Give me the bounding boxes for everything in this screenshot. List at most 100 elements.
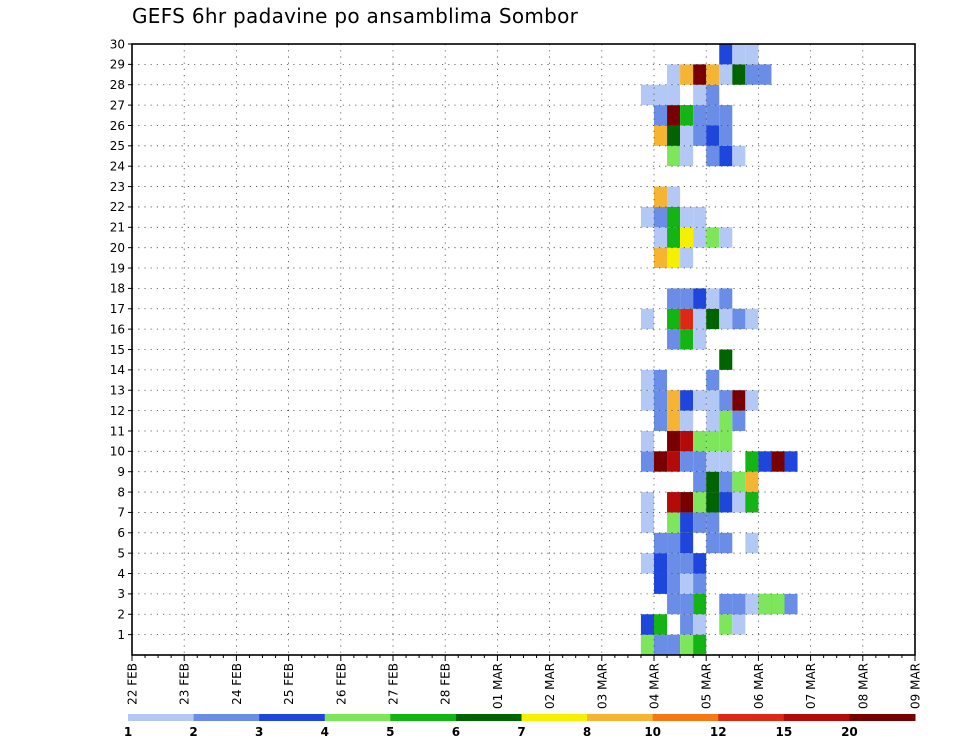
colorbar-label: 12 [710,725,727,739]
heatmap-cell [667,308,681,330]
heatmap-cell [640,451,654,472]
heatmap-cell [719,410,733,431]
heatmap-cell [706,390,720,411]
heatmap-cell [706,64,720,85]
heatmap-cell [654,84,668,106]
colorbar-swatch [128,714,195,721]
heatmap-cell [667,206,681,228]
heatmap-cell [680,288,694,309]
x-tick-label: 24 FEB [230,663,244,705]
y-tick-label: 2 [117,608,125,622]
heatmap-cell [667,247,681,269]
x-tick-label: 05 MAR [700,663,714,709]
y-tick-label: 18 [110,282,125,296]
heatmap-cell [719,288,733,309]
heatmap-cell [654,451,668,472]
colorbar-swatch [652,714,719,721]
x-tick-label: 28 FEB [439,663,453,705]
heatmap-cell [654,105,668,126]
heatmap-cell [640,634,654,655]
heatmap-cell [693,553,707,574]
heatmap-cell [719,145,733,167]
heatmap-cell [640,390,654,411]
heatmap-cell [654,227,668,248]
heatmap-cell [654,634,668,655]
y-tick-label: 17 [110,302,125,316]
grid-layer [132,43,915,655]
heatmap-cell [745,390,759,411]
y-tick-label: 25 [110,139,125,153]
heatmap-cell [771,451,785,472]
x-tick-label: 07 MAR [804,663,818,709]
heatmap-cell [745,308,759,330]
heatmap-cell [719,64,733,85]
heatmap-cell [706,532,720,554]
heatmap-cell [667,186,681,207]
x-tick-label: 26 FEB [334,663,348,705]
heatmap-cell [640,614,654,635]
heatmap-cell [784,451,798,472]
heatmap-cell [719,451,733,472]
heatmap-cell [706,288,720,309]
y-tick-label: 6 [117,526,125,540]
y-tick-label: 7 [117,506,125,520]
heatmap-cell [732,64,746,85]
colorbar-label: 5 [386,725,394,739]
y-tick-label: 8 [117,485,125,499]
heatmap-cell [667,227,681,248]
heatmap-cell [719,471,733,493]
heatmap-cell [667,593,681,615]
heatmap-cell [667,390,681,411]
heatmap-cell [654,125,668,146]
heatmap-cell [680,492,694,513]
heatmap-cell [693,329,707,350]
heatmap-cell [719,125,733,146]
heatmap-cell [680,247,694,269]
heatmap-cell [667,329,681,350]
heatmap-cell [654,186,668,207]
x-tick-label: 22 FEB [126,663,140,705]
colorbar-label: 1 [124,725,132,739]
colorbar-label: 15 [775,725,792,739]
heatmap-cell [680,64,694,85]
x-tick-label: 01 MAR [491,663,505,709]
heatmap-cell [732,145,746,167]
cells-layer [640,44,798,655]
heatmap-cell [654,553,668,574]
heatmap-cell [680,634,694,655]
heatmap-cell [667,105,681,126]
heatmap-cell [667,532,681,554]
heatmap-cell [693,634,707,655]
colorbar-swatch [783,714,850,721]
colorbar-legend: 1 2 3 4 5 6 7 8 10 12 15 20 [124,714,916,739]
heatmap-cell [719,593,733,615]
colorbar-swatch [259,714,326,721]
heatmap-cell [732,614,746,635]
y-tick-label: 9 [117,465,125,479]
x-tick-label: 02 MAR [543,663,557,709]
heatmap-cell [745,471,759,493]
heatmap-cell [654,206,668,228]
heatmap-cell [693,512,707,533]
heatmap-cell [680,308,694,330]
heatmap-cell [680,553,694,574]
colorbar-label: 4 [321,725,329,739]
colorbar-swatch [718,714,785,721]
heatmap-cell [745,532,759,554]
heatmap-cell [706,492,720,513]
heatmap-cell [693,614,707,635]
heatmap-cell [654,573,668,594]
heatmap-cell [771,593,785,615]
heatmap-cell [654,614,668,635]
heatmap-cell [680,573,694,594]
heatmap-cell [719,44,733,65]
x-tick-label: 08 MAR [856,663,870,709]
heatmap-cell [680,512,694,533]
y-tick-label: 3 [117,587,125,601]
heatmap-cell [693,64,707,85]
y-tick-label: 21 [110,221,125,235]
colorbar-swatch [324,714,391,721]
heatmap-cell [640,369,654,391]
heatmap-cell [693,573,707,594]
